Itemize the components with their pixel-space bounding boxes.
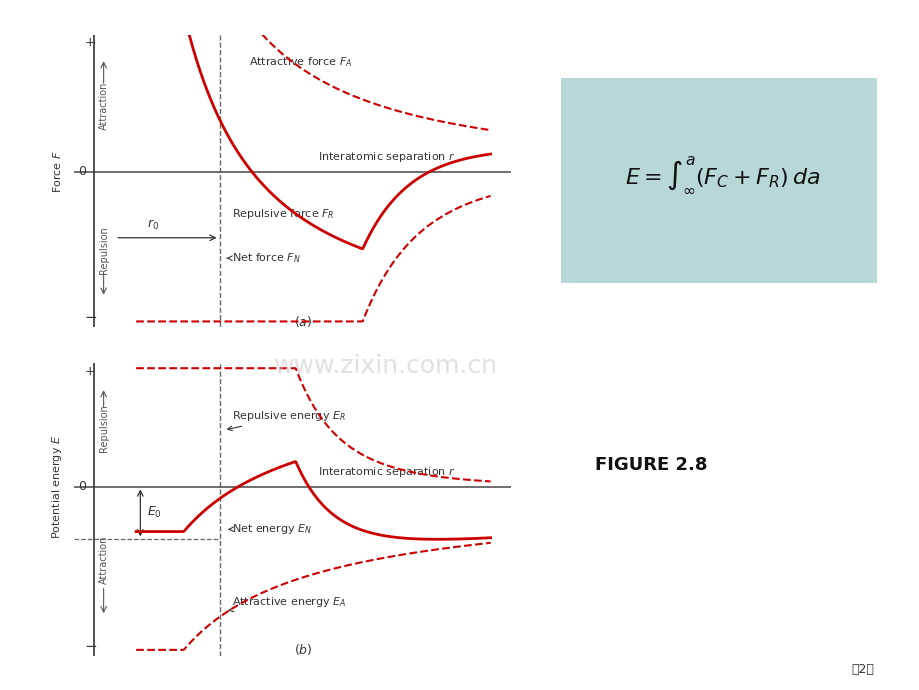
Text: −: − — [84, 310, 96, 326]
Text: Attraction: Attraction — [98, 82, 108, 130]
Text: Repulsion: Repulsion — [98, 226, 108, 273]
Text: www.zixin.com.cn: www.zixin.com.cn — [274, 354, 498, 377]
Text: +: + — [85, 37, 96, 50]
Text: Force $F$: Force $F$ — [51, 150, 62, 193]
Text: FIGURE 2.8: FIGURE 2.8 — [594, 456, 707, 474]
Text: 0: 0 — [78, 166, 86, 179]
Text: 第2页: 第2页 — [850, 663, 873, 676]
Text: $(b)$: $(b)$ — [293, 642, 312, 658]
Text: Interatomic separation $r$: Interatomic separation $r$ — [317, 464, 455, 479]
Text: $(a)$: $(a)$ — [293, 314, 312, 329]
Text: Net force $F_N$: Net force $F_N$ — [226, 252, 301, 266]
Text: Repulsive force $F_R$: Repulsive force $F_R$ — [232, 207, 335, 221]
Text: −: − — [84, 639, 96, 654]
Text: Net energy $E_N$: Net energy $E_N$ — [229, 522, 312, 535]
Text: 0: 0 — [78, 480, 86, 493]
FancyBboxPatch shape — [561, 79, 876, 284]
Text: Potential energy $E$: Potential energy $E$ — [50, 435, 63, 539]
Text: Attractive force $F_A$: Attractive force $F_A$ — [248, 55, 352, 69]
Text: $r_0$: $r_0$ — [147, 217, 159, 232]
Text: $E = \int_{\infty}^{a}(F_C + F_R)\,da$: $E = \int_{\infty}^{a}(F_C + F_R)\,da$ — [624, 155, 819, 195]
Text: +: + — [85, 365, 96, 378]
Text: $E_0$: $E_0$ — [146, 505, 162, 520]
Text: Attraction: Attraction — [98, 535, 108, 584]
Text: Repulsion: Repulsion — [98, 404, 108, 452]
Text: Attractive energy $E_A$: Attractive energy $E_A$ — [229, 595, 346, 612]
Text: Repulsive energy $E_R$: Repulsive energy $E_R$ — [227, 409, 346, 431]
Text: Interatomic separation $r$: Interatomic separation $r$ — [317, 150, 455, 164]
